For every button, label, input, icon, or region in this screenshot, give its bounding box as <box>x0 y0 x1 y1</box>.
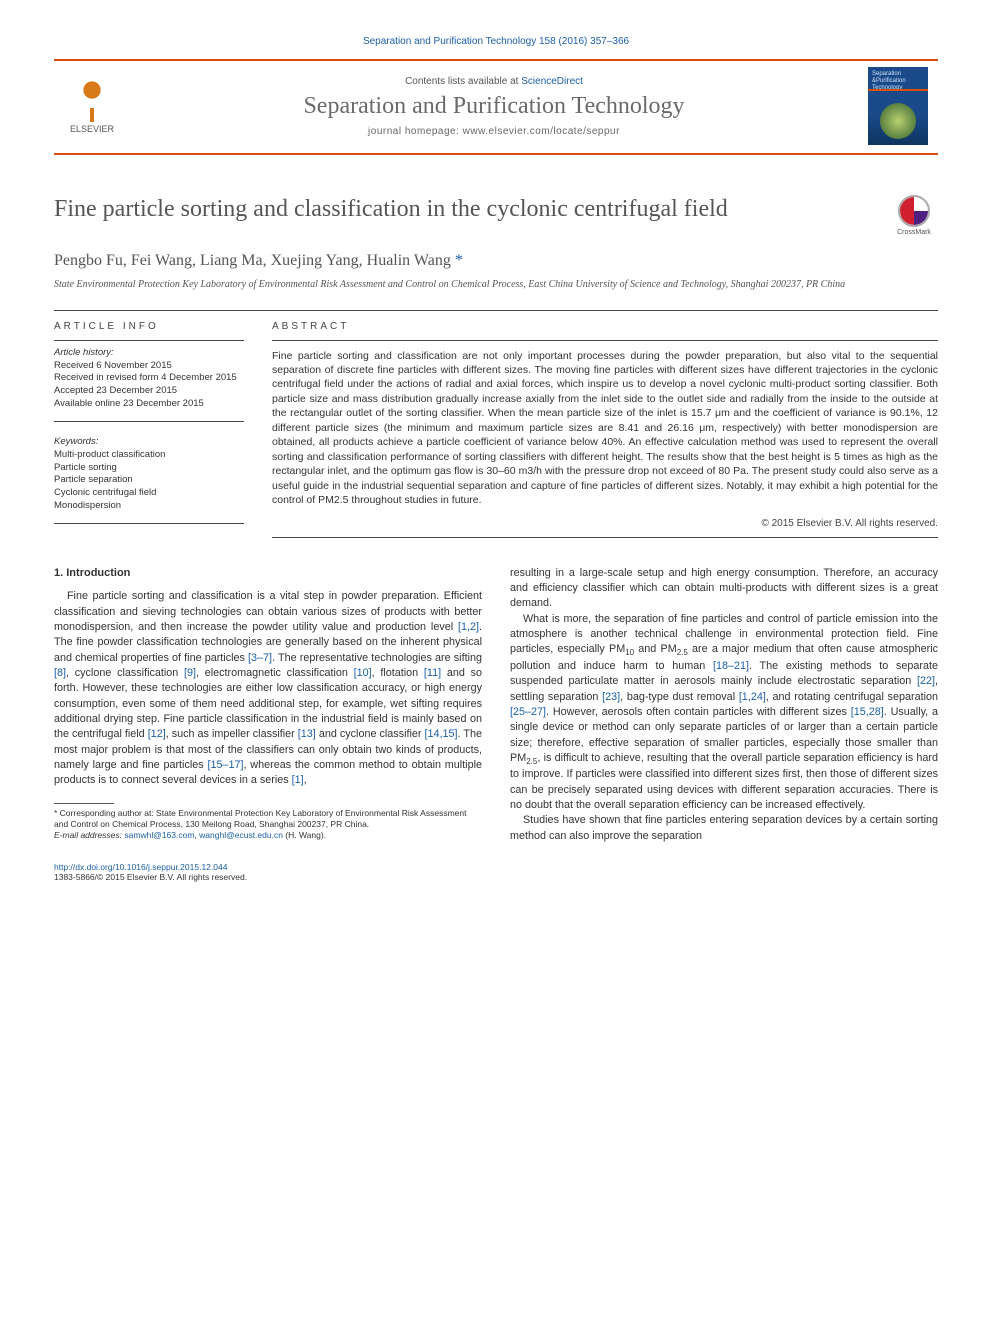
footnote-rule <box>54 803 114 804</box>
email-link[interactable]: samwhl@163.com <box>124 830 194 840</box>
history-line: Accepted 23 December 2015 <box>54 385 244 398</box>
keywords-heading: Keywords: <box>54 436 244 447</box>
publisher-name: ELSEVIER <box>70 124 114 134</box>
history-line: Available online 23 December 2015 <box>54 398 244 411</box>
abstract-text: Fine particle sorting and classification… <box>272 349 938 508</box>
crossmark-badge[interactable]: CrossMark <box>890 195 938 236</box>
email-label: E-mail addresses: <box>54 830 124 840</box>
doi-link[interactable]: http://dx.doi.org/10.1016/j.seppur.2015.… <box>54 862 227 872</box>
body-columns: 1. Introduction Fine particle sorting an… <box>54 566 938 844</box>
article-info-heading: ARTICLE INFO <box>54 321 244 332</box>
author-list: Pengbo Fu, Fei Wang, Liang Ma, Xuejing Y… <box>54 252 938 270</box>
top-divider <box>54 310 938 311</box>
body-paragraph: Fine particle sorting and classification… <box>54 589 482 788</box>
contents-prefix: Contents lists available at <box>405 76 521 87</box>
email-footnote: E-mail addresses: samwhl@163.com, wanghl… <box>54 830 482 841</box>
ref-link[interactable]: [14,15] <box>425 728 458 740</box>
keyword: Particle sorting <box>54 462 244 475</box>
ref-link[interactable]: [22] <box>917 675 935 687</box>
authors-text: Pengbo Fu, Fei Wang, Liang Ma, Xuejing Y… <box>54 252 455 269</box>
issn-copyright: 1383-5866/© 2015 Elsevier B.V. All right… <box>54 872 247 882</box>
ref-link[interactable]: [9] <box>184 667 196 679</box>
crossmark-icon <box>898 195 930 227</box>
ref-link[interactable]: [10] <box>354 667 372 679</box>
ref-link[interactable]: [3–7] <box>248 652 272 664</box>
article-info-column: ARTICLE INFO Article history: Received 6… <box>54 321 244 538</box>
history-line: Received in revised form 4 December 2015 <box>54 372 244 385</box>
page-footer: http://dx.doi.org/10.1016/j.seppur.2015.… <box>54 862 938 882</box>
keyword: Particle separation <box>54 474 244 487</box>
corresponding-footnote: * Corresponding author at: State Environ… <box>54 808 482 830</box>
crossmark-label: CrossMark <box>897 229 931 236</box>
abstract-heading: ABSTRACT <box>272 321 938 332</box>
body-column-left: 1. Introduction Fine particle sorting an… <box>54 566 482 844</box>
citation-link[interactable]: Separation and Purification Technology 1… <box>363 36 629 47</box>
body-paragraph: What is more, the separation of fine par… <box>510 612 938 814</box>
ref-link[interactable]: [1,2] <box>458 621 479 633</box>
abstract-column: ABSTRACT Fine particle sorting and class… <box>272 321 938 538</box>
abstract-copyright: © 2015 Elsevier B.V. All rights reserved… <box>272 518 938 529</box>
ref-link[interactable]: [12] <box>148 728 166 740</box>
ref-link[interactable]: [11] <box>424 667 441 679</box>
history-line: Received 6 November 2015 <box>54 360 244 373</box>
keyword: Monodispersion <box>54 500 244 513</box>
ref-link[interactable]: [23] <box>602 691 620 703</box>
ref-link[interactable]: [18–21] <box>713 660 749 672</box>
journal-cover-thumb: Separation&PurificationTechnology <box>868 67 928 145</box>
journal-header: ELSEVIER Contents lists available at Sci… <box>54 59 938 155</box>
elsevier-tree-icon <box>70 78 114 122</box>
contents-line: Contents lists available at ScienceDirec… <box>132 76 856 87</box>
section-heading: 1. Introduction <box>54 566 482 582</box>
journal-homepage: journal homepage: www.elsevier.com/locat… <box>132 126 856 137</box>
body-paragraph: resulting in a large-scale setup and hig… <box>510 566 938 612</box>
ref-link[interactable]: [25–27] <box>510 706 546 718</box>
article-title: Fine particle sorting and classification… <box>54 195 874 224</box>
history-heading: Article history: <box>54 347 244 358</box>
journal-name: Separation and Purification Technology <box>132 93 856 120</box>
body-column-right: resulting in a large-scale setup and hig… <box>510 566 938 844</box>
publisher-logo: ELSEVIER <box>64 78 120 134</box>
corresponding-author-link[interactable]: * <box>455 252 463 269</box>
affiliation: State Environmental Protection Key Labor… <box>54 278 938 292</box>
body-paragraph: Studies have shown that fine particles e… <box>510 813 938 844</box>
keyword: Multi-product classification <box>54 449 244 462</box>
ref-link[interactable]: [1,24] <box>739 691 766 703</box>
citation-bar: Separation and Purification Technology 1… <box>54 32 938 47</box>
keyword: Cyclonic centrifugal field <box>54 487 244 500</box>
sciencedirect-link[interactable]: ScienceDirect <box>521 76 583 87</box>
ref-link[interactable]: [15–17] <box>207 759 243 771</box>
email-link[interactable]: wanghl@ecust.edu.cn <box>199 830 283 840</box>
ref-link[interactable]: [15,28] <box>851 706 884 718</box>
ref-link[interactable]: [1] <box>292 774 304 786</box>
ref-link[interactable]: [8] <box>54 667 66 679</box>
ref-link[interactable]: [13] <box>298 728 316 740</box>
header-center: Contents lists available at ScienceDirec… <box>132 76 856 137</box>
